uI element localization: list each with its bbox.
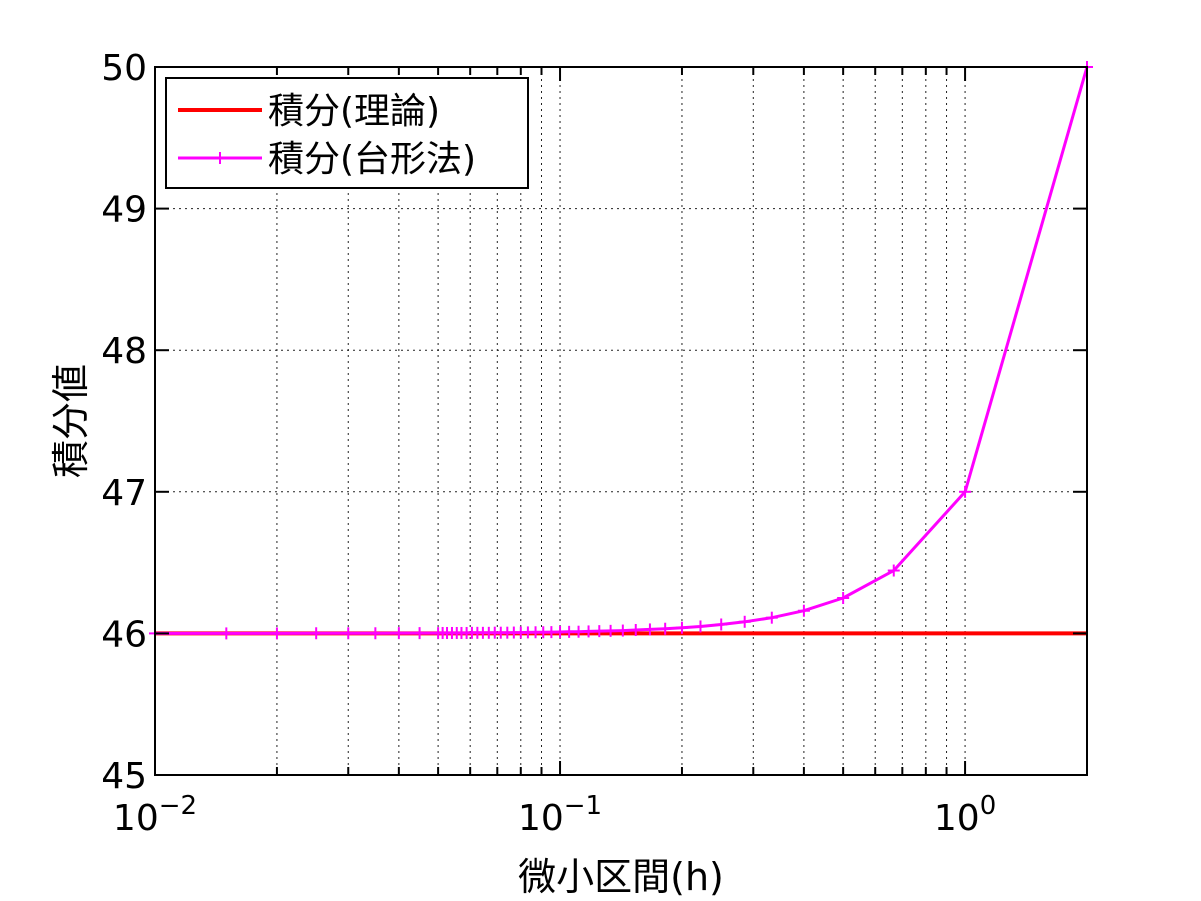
data-point [959,485,972,498]
data-point [342,627,355,640]
data-point [220,627,233,640]
x-axis-title: 微小区間(h) [518,855,724,899]
y-axis-title: 積分値 [49,364,93,478]
data-point [738,615,751,628]
legend: 積分(理論) 積分(台形法) [165,77,529,189]
data-point [270,627,283,640]
data-point [675,621,688,634]
data-point [765,611,778,624]
data-point [887,564,900,577]
data-point [694,620,707,633]
y-tick-label: 47 [101,473,147,514]
data-point [432,627,445,640]
series-layer [149,61,1093,640]
data-point [659,622,672,635]
y-tick-label: 49 [101,190,147,231]
y-tick-labels: 45 46 47 48 49 50 [101,48,147,797]
legend-box [165,77,529,189]
data-point [643,623,656,636]
axes-frame [154,66,1088,776]
tick-layer [154,66,1088,776]
x-tick-labels: 10−2 10−1 100 [113,791,996,839]
legend-label-theory: 積分(理論) [268,91,440,132]
y-tick-label: 48 [101,331,147,372]
x-tick-label: 100 [934,791,996,839]
data-point [214,152,226,164]
x-tick-label: 10−1 [518,791,602,839]
y-tick-label: 45 [101,756,147,797]
data-point [413,627,426,640]
data-point [310,627,323,640]
data-point [593,625,606,638]
x-tick-label: 10−2 [113,791,197,839]
data-point [369,627,382,640]
data-point [629,624,642,637]
legend-marker-trapezoid [214,152,226,164]
data-point [582,625,595,638]
data-point [616,624,629,637]
legend-label-trapezoid: 積分(台形法) [268,139,476,180]
data-point [797,604,810,617]
y-tick-label: 46 [101,614,147,655]
data-point [392,627,405,640]
data-point [604,624,617,637]
grid-layer [155,67,1087,775]
data-point [715,618,728,631]
data-point [837,592,850,604]
y-tick-label: 50 [101,48,147,89]
